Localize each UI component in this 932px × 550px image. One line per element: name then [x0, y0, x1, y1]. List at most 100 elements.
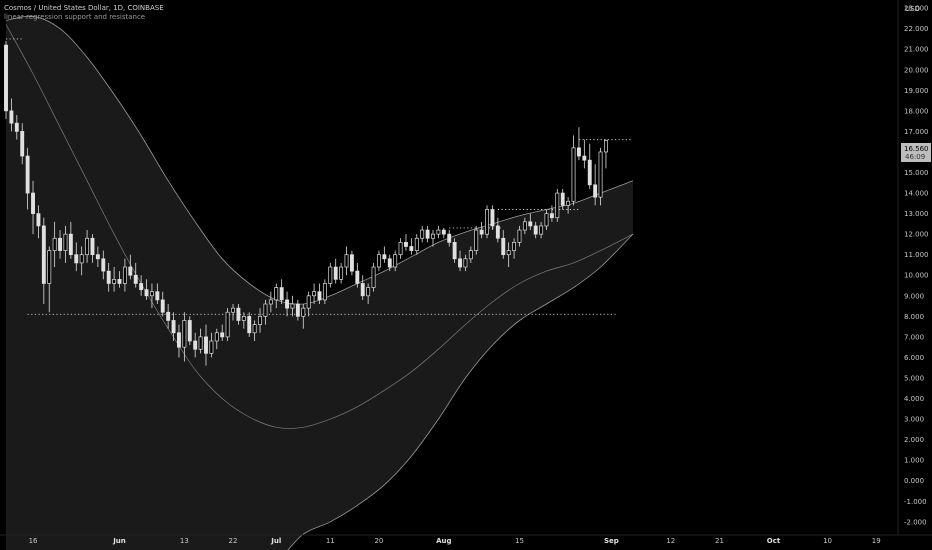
candle-body — [133, 274, 138, 284]
candle — [333, 258, 338, 284]
candle — [560, 188, 565, 210]
candle-body — [512, 242, 517, 251]
candle-body — [128, 266, 133, 276]
time-tick-label: 15 — [515, 537, 524, 545]
candle-body — [533, 225, 538, 235]
candle-body — [398, 242, 403, 256]
candle-body — [204, 336, 208, 354]
candle — [490, 205, 495, 231]
candle-body — [225, 311, 230, 338]
candle — [25, 147, 30, 210]
candle — [47, 246, 52, 313]
candle — [63, 225, 68, 263]
candle — [398, 238, 403, 259]
candle — [414, 234, 419, 255]
candle — [209, 332, 214, 358]
candle-body — [112, 279, 117, 284]
candle — [4, 40, 8, 120]
time-tick-label: 11 — [326, 537, 335, 545]
bar-countdown: 46:09 — [905, 153, 925, 161]
candle-body — [139, 283, 144, 290]
candle — [274, 283, 279, 309]
indicator-title[interactable]: linear regression support and resistance — [4, 13, 146, 21]
candle — [512, 238, 517, 259]
candle-body — [20, 131, 25, 157]
candle-body — [95, 254, 100, 260]
candle — [328, 262, 333, 288]
candle-body — [425, 229, 430, 239]
price-tick-label: 8.000 — [904, 313, 924, 321]
candle-body — [604, 140, 608, 153]
candle — [95, 246, 100, 268]
candle — [576, 127, 581, 161]
candle-body — [349, 254, 354, 272]
candle-body — [198, 336, 203, 350]
candle — [468, 246, 473, 263]
candle — [85, 230, 90, 263]
candle — [555, 188, 560, 222]
price-tick-label: 7.000 — [904, 333, 924, 341]
candle-body — [420, 229, 425, 239]
time-tick-label: 10 — [823, 537, 832, 545]
symbol-title[interactable]: Cosmos / United States Dollar, 1D, COINB… — [4, 4, 164, 12]
candle — [171, 312, 176, 342]
candle — [431, 230, 435, 247]
candle-body — [220, 332, 225, 338]
candle — [155, 283, 160, 305]
candle — [290, 295, 295, 317]
time-tick-label: Oct — [767, 537, 781, 545]
candle-body — [274, 287, 279, 301]
candle — [312, 283, 317, 305]
candle-body — [409, 246, 414, 251]
candle-body — [355, 270, 360, 284]
candle — [587, 143, 592, 189]
time-tick-label: Sep — [604, 537, 619, 545]
candle — [90, 234, 95, 263]
candle-body — [47, 250, 52, 284]
candle-body — [171, 320, 176, 334]
candle-body — [117, 279, 122, 284]
candle — [301, 304, 306, 329]
candle-body — [101, 258, 106, 272]
price-tick-label: 23.000 — [904, 5, 929, 13]
candle — [485, 205, 489, 239]
regression-band-fill — [6, 16, 633, 550]
candle-body — [68, 233, 73, 256]
candle — [247, 312, 252, 337]
candle-body — [393, 254, 398, 268]
time-tick-label: 12 — [666, 537, 675, 545]
candle-body — [241, 315, 246, 321]
candle — [593, 164, 598, 206]
regression-lower-line — [287, 233, 634, 550]
time-axis[interactable]: 16Jun1322Jul1120Aug15Sep1221Oct1019Nov — [29, 537, 932, 545]
candle — [268, 291, 273, 313]
time-tick-label: 13 — [180, 537, 189, 545]
candle-body — [182, 320, 187, 348]
candle-body — [36, 213, 41, 227]
candle — [166, 304, 171, 329]
candle — [382, 246, 387, 263]
candle-body — [279, 287, 284, 301]
price-tick-label: 9.000 — [904, 292, 924, 300]
candle-body — [193, 340, 198, 350]
price-tick-label: 0.000 — [904, 477, 924, 485]
candle — [544, 209, 549, 231]
candle-body — [382, 254, 387, 260]
candle — [447, 230, 452, 247]
candle-body — [160, 299, 165, 313]
candle — [79, 246, 84, 276]
candle-body — [25, 155, 30, 194]
candle-body — [431, 233, 435, 239]
price-axis[interactable]: -2.000 -1.000 0.000 1.000 2.000 3.000 4.000 5.0… — [904, 5, 929, 527]
candle — [122, 258, 127, 292]
candle-body — [247, 315, 252, 334]
price-tick-label: 1.000 — [904, 457, 924, 465]
candle-body — [328, 266, 333, 284]
candle-body — [582, 155, 587, 161]
price-tick-label: 5.000 — [904, 374, 924, 382]
candle — [9, 98, 14, 132]
last-price-label: 16.560 46:09 — [901, 143, 931, 162]
candle-body — [322, 283, 327, 301]
candle-body — [376, 254, 381, 268]
